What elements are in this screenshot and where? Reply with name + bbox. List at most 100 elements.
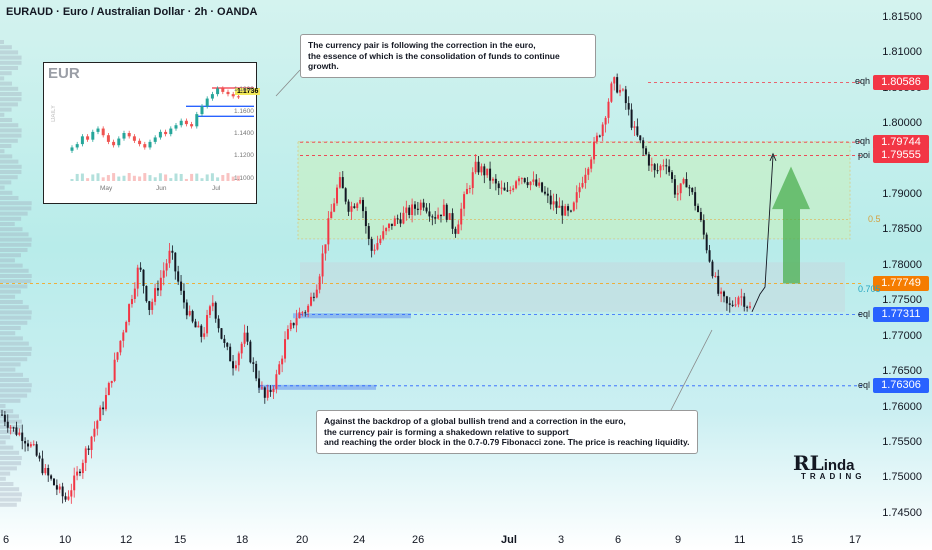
candle-body [506, 190, 509, 192]
inset-candle-body [179, 120, 183, 126]
volume-profile-bar [0, 357, 28, 362]
candle-body [180, 281, 183, 291]
candle-body [454, 228, 457, 234]
volume-profile-bar [0, 164, 22, 169]
candle-body [676, 193, 679, 195]
level-label: eqh [854, 136, 870, 147]
candle-body [682, 178, 685, 184]
volume-profile-bar [0, 196, 19, 200]
candle-body [702, 220, 705, 235]
candle-body [679, 183, 682, 194]
inset-volume-bar [190, 173, 194, 181]
inset-volume-bar [112, 173, 116, 181]
candle-body [15, 427, 18, 435]
candle-body [318, 276, 321, 290]
annotation-top-pointer [275, 69, 301, 97]
volume-profile-bar [0, 430, 18, 434]
volume-profile-bar [0, 170, 22, 174]
price-tag: 1.77311 [873, 307, 929, 323]
inset-volume-bar [143, 173, 147, 181]
candle-body [67, 496, 70, 500]
inset-volume-bar [80, 173, 84, 181]
inset-volume-bar [117, 176, 121, 181]
candle-body [486, 168, 489, 176]
candle-body [396, 218, 399, 220]
candle-body [52, 478, 55, 486]
candle-body [159, 277, 162, 291]
candle-body [624, 89, 627, 104]
fib-label: 0.5 [868, 213, 881, 224]
candle-body [731, 304, 734, 306]
inset-candle-body [106, 135, 110, 142]
candle-body [489, 168, 492, 181]
candle-body [243, 332, 246, 344]
inset-candle-body [200, 106, 204, 115]
time-axis-label: 20 [296, 534, 309, 546]
volume-profile-bar [0, 263, 23, 268]
candle-body [90, 436, 93, 450]
candle-body [581, 183, 584, 188]
candle-body [226, 342, 229, 347]
candle-body [477, 161, 480, 173]
candle-body [6, 421, 9, 428]
candle-body [139, 267, 142, 270]
candle-body [532, 179, 535, 182]
volume-profile-bar [0, 294, 16, 299]
candle-body [564, 206, 567, 216]
price-axis-label: 1.77000 [882, 329, 922, 342]
consolidation-zone [297, 141, 851, 240]
time-axis-label: 3 [558, 534, 565, 546]
candle-body [171, 250, 174, 253]
inset-volume-bar [158, 173, 162, 181]
candle-body [445, 204, 448, 220]
level-label: eql [857, 308, 870, 319]
candle-body [465, 188, 468, 195]
candle-body [665, 165, 668, 167]
volume-profile-bar [0, 440, 6, 445]
inset-volume-bar [221, 175, 225, 181]
candle-body [162, 270, 165, 278]
volume-profile-bar [0, 305, 29, 310]
volume-profile-bar [0, 404, 6, 408]
inset-time-label: Jul [212, 185, 221, 192]
volume-profile-bar [0, 487, 20, 492]
candle-body [344, 188, 347, 202]
price-axis-label: 1.76500 [882, 365, 922, 378]
candle-body [408, 207, 411, 215]
candle-body [151, 301, 154, 310]
candle-body [650, 164, 653, 166]
price-tag: 1.79744 [873, 134, 929, 150]
candle-body [460, 208, 463, 225]
price-axis-label: 1.81500 [882, 10, 922, 23]
inset-volume-bar [179, 173, 183, 181]
candle-body [601, 124, 604, 137]
price-axis-label: 1.81000 [882, 46, 922, 59]
candle-body [725, 296, 728, 304]
candle-body [214, 302, 217, 319]
candle-body [70, 490, 73, 497]
inset-volume-bar [106, 175, 110, 181]
volume-profile-bar [0, 55, 22, 60]
candle-body [269, 389, 272, 393]
candle-body [413, 204, 416, 209]
volume-profile-bar [0, 102, 18, 107]
volume-profile-bar [0, 383, 32, 388]
inset-candle-body [112, 141, 116, 146]
candle-body [295, 318, 298, 326]
candle-body [208, 306, 211, 316]
candle-body [656, 170, 659, 172]
time-axis-label: Jul [501, 534, 517, 546]
inset-volume-bar [236, 175, 240, 181]
volume-profile-bar [0, 138, 18, 143]
candle-body [249, 341, 252, 363]
candle-body [373, 249, 376, 251]
candle-body [645, 148, 648, 155]
inset-volume-bar [226, 173, 230, 181]
inset-candle-body [96, 128, 100, 132]
price-axis[interactable]: 1.815001.810001.805001.800001.795001.790… [855, 0, 932, 528]
candle-body [512, 188, 515, 191]
candle-body [32, 444, 35, 446]
candle-body [310, 296, 313, 306]
